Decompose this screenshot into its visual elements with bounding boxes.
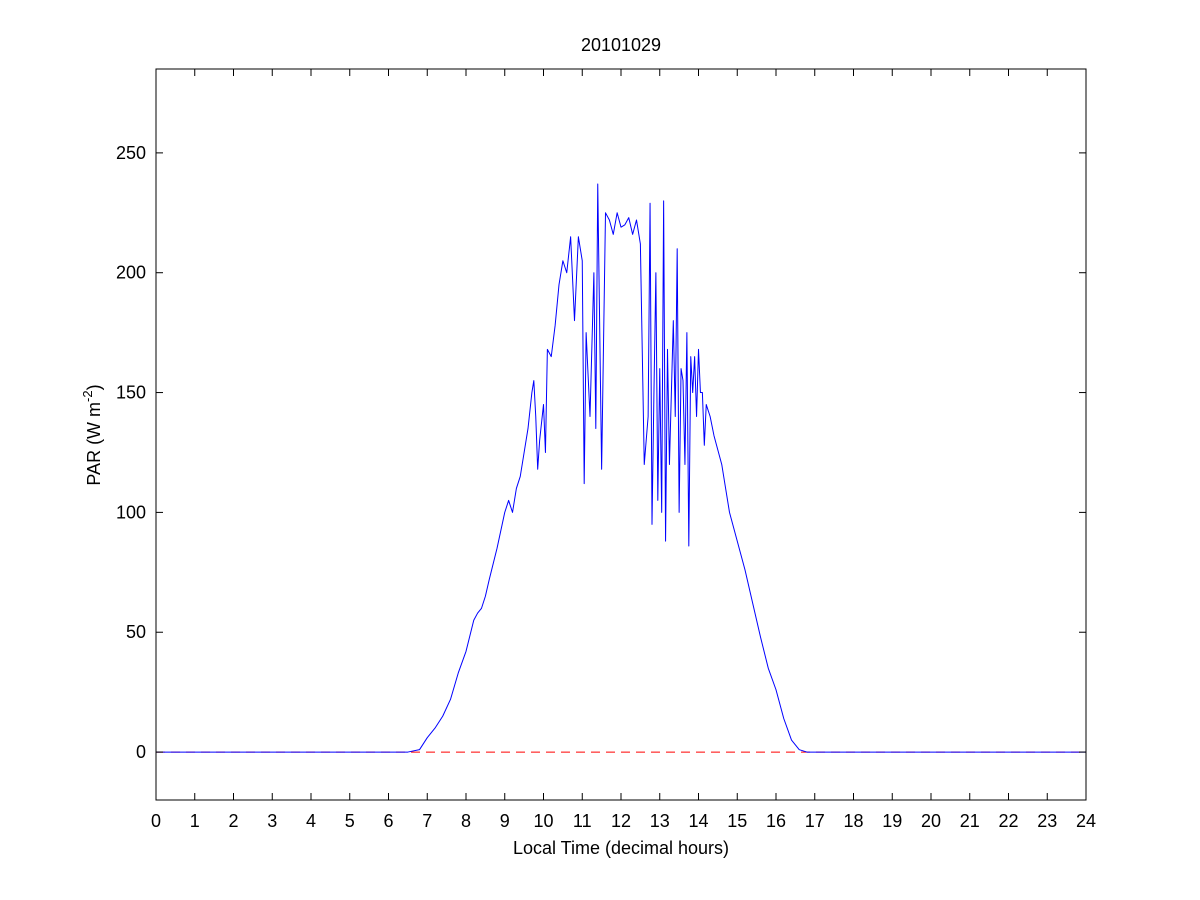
x-tick-label: 0 <box>151 811 161 831</box>
chart-title: 20101029 <box>581 35 661 55</box>
x-tick-label: 8 <box>461 811 471 831</box>
x-axis-title: Local Time (decimal hours) <box>513 838 729 858</box>
tick-labels: 0 1 2 3 4 5 6 7 8 9 10 11 12 13 14 15 16 17 18 19 20 21 22 23 24… <box>116 143 1096 831</box>
x-tick-label: 21 <box>960 811 980 831</box>
x-tick-label: 11 <box>573 811 592 831</box>
x-tick-label: 13 <box>650 811 670 831</box>
x-tick-label: 23 <box>1037 811 1057 831</box>
y-axis-title-exponent: -2 <box>80 390 95 402</box>
x-tick-label: 5 <box>345 811 355 831</box>
y-axis-title: PAR (W m-2) <box>80 384 104 485</box>
x-tick-label: 2 <box>228 811 238 831</box>
y-tick-label: 50 <box>126 622 146 642</box>
x-tick-label: 3 <box>267 811 277 831</box>
y-tick-label: 100 <box>116 502 146 522</box>
x-tick-label: 12 <box>611 811 631 831</box>
x-tick-label: 22 <box>998 811 1018 831</box>
par-series-line <box>156 183 1086 753</box>
x-tick-label: 14 <box>688 811 708 831</box>
x-tick-label: 20 <box>921 811 941 831</box>
x-tick-label: 10 <box>533 811 553 831</box>
x-tick-label: 6 <box>383 811 393 831</box>
x-tick-label: 7 <box>422 811 432 831</box>
x-tick-label: 16 <box>766 811 786 831</box>
y-axis-title-close: ) <box>84 384 104 390</box>
plot-area <box>156 69 1086 800</box>
x-tick-label: 17 <box>805 811 825 831</box>
y-tick-label: 200 <box>116 263 146 283</box>
x-tick-label: 9 <box>500 811 510 831</box>
x-tick-label: 19 <box>882 811 902 831</box>
plot-frame <box>155 68 1087 801</box>
y-axis-title-main: PAR (W m <box>84 402 104 486</box>
y-tick-label: 250 <box>116 143 146 163</box>
x-tick-label: 1 <box>190 811 200 831</box>
x-tick-label: 4 <box>306 811 316 831</box>
x-tick-label: 18 <box>843 811 863 831</box>
y-tick-label: 150 <box>116 383 146 403</box>
y-tick-label: 0 <box>136 742 146 762</box>
x-tick-label: 24 <box>1076 811 1096 831</box>
x-tick-label: 15 <box>727 811 747 831</box>
series-layer <box>156 183 1086 753</box>
